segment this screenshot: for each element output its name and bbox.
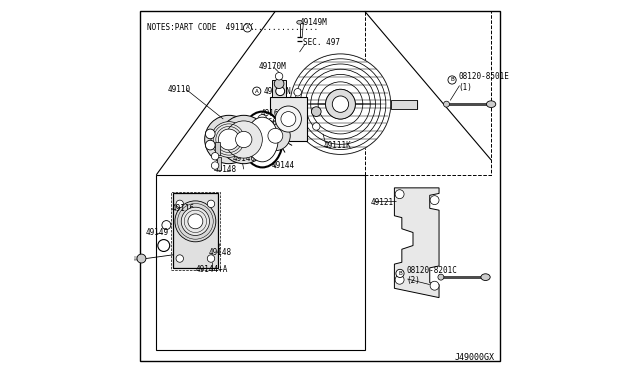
Circle shape	[295, 59, 386, 150]
Circle shape	[205, 129, 215, 139]
Circle shape	[396, 269, 404, 278]
Circle shape	[205, 115, 253, 164]
Polygon shape	[326, 89, 355, 119]
Circle shape	[275, 106, 301, 132]
Circle shape	[291, 54, 390, 154]
Circle shape	[176, 255, 184, 262]
Circle shape	[395, 275, 404, 284]
Text: 49149M: 49149M	[300, 18, 327, 27]
Circle shape	[312, 123, 320, 130]
Circle shape	[175, 201, 216, 242]
Circle shape	[276, 87, 285, 96]
Circle shape	[444, 101, 449, 107]
Polygon shape	[291, 54, 390, 154]
Circle shape	[258, 115, 267, 124]
Text: 49144: 49144	[271, 161, 295, 170]
Circle shape	[300, 64, 381, 144]
Text: 49121: 49121	[370, 198, 394, 207]
Circle shape	[326, 89, 355, 119]
Text: 08120-8501E
(1): 08120-8501E (1)	[459, 72, 509, 92]
Circle shape	[158, 240, 170, 251]
Ellipse shape	[242, 112, 283, 167]
Bar	[216, 142, 220, 155]
Polygon shape	[300, 64, 381, 144]
Circle shape	[207, 255, 215, 262]
Text: 49148: 49148	[214, 165, 237, 174]
Ellipse shape	[246, 117, 278, 162]
Circle shape	[275, 79, 284, 89]
Text: 49170M: 49170M	[259, 62, 286, 71]
Circle shape	[312, 107, 321, 116]
Circle shape	[395, 190, 404, 199]
Text: 49144+A: 49144+A	[195, 265, 228, 274]
Text: 08120-8201C
(2): 08120-8201C (2)	[406, 266, 458, 285]
Text: 49160M: 49160M	[255, 118, 283, 127]
Circle shape	[294, 89, 301, 96]
Text: B: B	[450, 77, 454, 83]
Bar	[172, 192, 220, 270]
Circle shape	[326, 89, 355, 119]
Text: 49162N: 49162N	[264, 87, 291, 96]
Text: A: A	[255, 89, 259, 94]
Circle shape	[332, 96, 349, 112]
Circle shape	[332, 96, 349, 112]
Circle shape	[188, 214, 203, 229]
Circle shape	[176, 200, 184, 208]
Circle shape	[220, 115, 268, 164]
Bar	[270, 97, 307, 141]
Bar	[216, 157, 221, 170]
Text: A: A	[246, 25, 250, 31]
Circle shape	[211, 153, 219, 160]
Circle shape	[207, 200, 215, 208]
Circle shape	[225, 121, 262, 158]
Circle shape	[275, 73, 283, 80]
Circle shape	[438, 274, 444, 280]
Circle shape	[218, 129, 239, 150]
Circle shape	[205, 140, 215, 150]
Circle shape	[281, 112, 296, 126]
Polygon shape	[273, 80, 286, 97]
Circle shape	[162, 221, 171, 230]
Circle shape	[318, 82, 363, 126]
Ellipse shape	[486, 101, 496, 108]
Text: 49140: 49140	[232, 154, 256, 163]
Text: 49116: 49116	[172, 204, 195, 213]
Circle shape	[310, 74, 370, 134]
Circle shape	[243, 24, 252, 32]
Bar	[173, 193, 218, 268]
Circle shape	[260, 121, 291, 151]
Text: 49148: 49148	[209, 248, 232, 257]
Text: B: B	[398, 271, 402, 276]
Text: SEC. 497: SEC. 497	[303, 38, 340, 47]
Circle shape	[211, 162, 219, 169]
Circle shape	[236, 131, 252, 148]
Circle shape	[448, 76, 456, 84]
Bar	[390, 100, 417, 109]
Circle shape	[137, 254, 146, 263]
Ellipse shape	[297, 20, 302, 24]
Circle shape	[268, 128, 283, 143]
Circle shape	[181, 207, 209, 235]
Text: J49000GX: J49000GX	[455, 353, 495, 362]
Text: 49162N: 49162N	[260, 109, 288, 118]
Polygon shape	[310, 74, 370, 134]
Circle shape	[430, 281, 439, 290]
Circle shape	[430, 196, 439, 205]
Circle shape	[211, 122, 246, 157]
Polygon shape	[394, 188, 439, 298]
Circle shape	[253, 87, 261, 95]
Circle shape	[305, 69, 376, 139]
Text: 49149: 49149	[145, 228, 168, 237]
Text: NOTES:PART CODE  49110K..............: NOTES:PART CODE 49110K..............	[147, 23, 318, 32]
Text: 49111K: 49111K	[324, 141, 351, 150]
Text: 49110: 49110	[168, 85, 191, 94]
Ellipse shape	[481, 274, 490, 280]
